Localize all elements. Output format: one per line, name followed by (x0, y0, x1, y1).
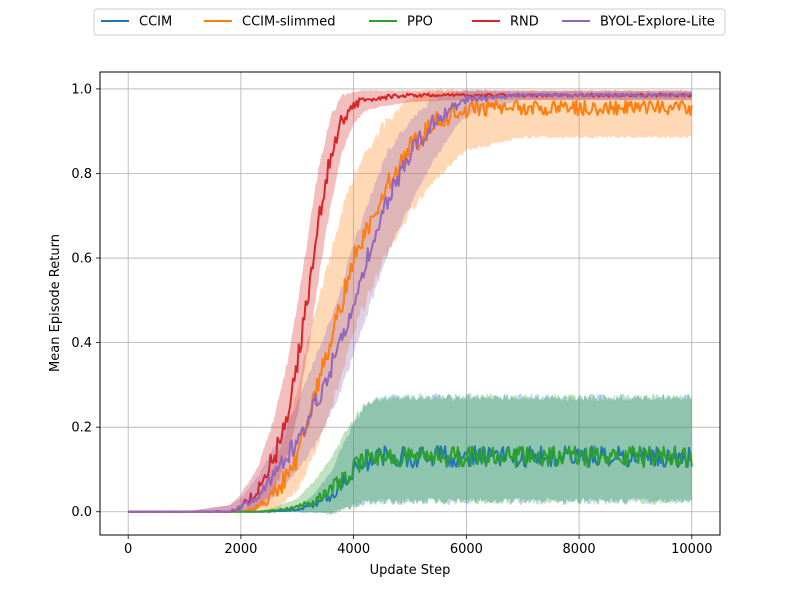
legend-frame (93, 8, 726, 36)
legend-item: CCIM (101, 15, 172, 30)
legend-item: CCIM-slimmed (204, 15, 335, 30)
series-band (128, 87, 692, 514)
series-band (128, 89, 692, 513)
x-tick-label: 2000 (224, 542, 257, 557)
x-axis-title: Update Step (370, 563, 451, 578)
x-tick-label: 6000 (450, 542, 483, 557)
x-tick-label: 0 (124, 542, 132, 557)
y-tick-label: 0.6 (71, 252, 92, 267)
legend-label: RND (510, 15, 539, 30)
series-line (128, 92, 693, 513)
line-layer (128, 92, 693, 513)
x-tick-label: 8000 (563, 542, 596, 557)
legend: CCIM CCIM-slimmed PPO RND BYOL-Explore-Lite (93, 8, 726, 36)
x-tick-label: 10000 (671, 542, 712, 557)
y-tick-label: 0.8 (71, 167, 92, 182)
legend-item: BYOL-Explore-Lite (562, 15, 715, 30)
y-tick-label: 0.0 (71, 505, 92, 520)
legend-label: CCIM (139, 15, 172, 30)
legend-item: RND (472, 15, 539, 30)
y-tick-label: 0.4 (71, 336, 92, 351)
legend-item: PPO (369, 15, 433, 30)
y-tick-label: 0.2 (71, 421, 92, 436)
plot-frame (99, 71, 721, 536)
legend-label: BYOL-Explore-Lite (600, 15, 715, 30)
y-axis-title: Mean Episode Return (48, 234, 63, 372)
legend-items: CCIM CCIM-slimmed PPO RND BYOL-Explore-Lite (101, 15, 715, 30)
legend-label: PPO (407, 15, 433, 30)
legend-label: CCIM-slimmed (242, 15, 335, 30)
x-tick-label: 4000 (337, 542, 370, 557)
tick-layer: 0 2000 4000 6000 8000 10000 0.0 0.2 0.4 0.6 0.8 1.0 (71, 82, 712, 557)
y-tick-label: 1.0 (71, 82, 92, 97)
